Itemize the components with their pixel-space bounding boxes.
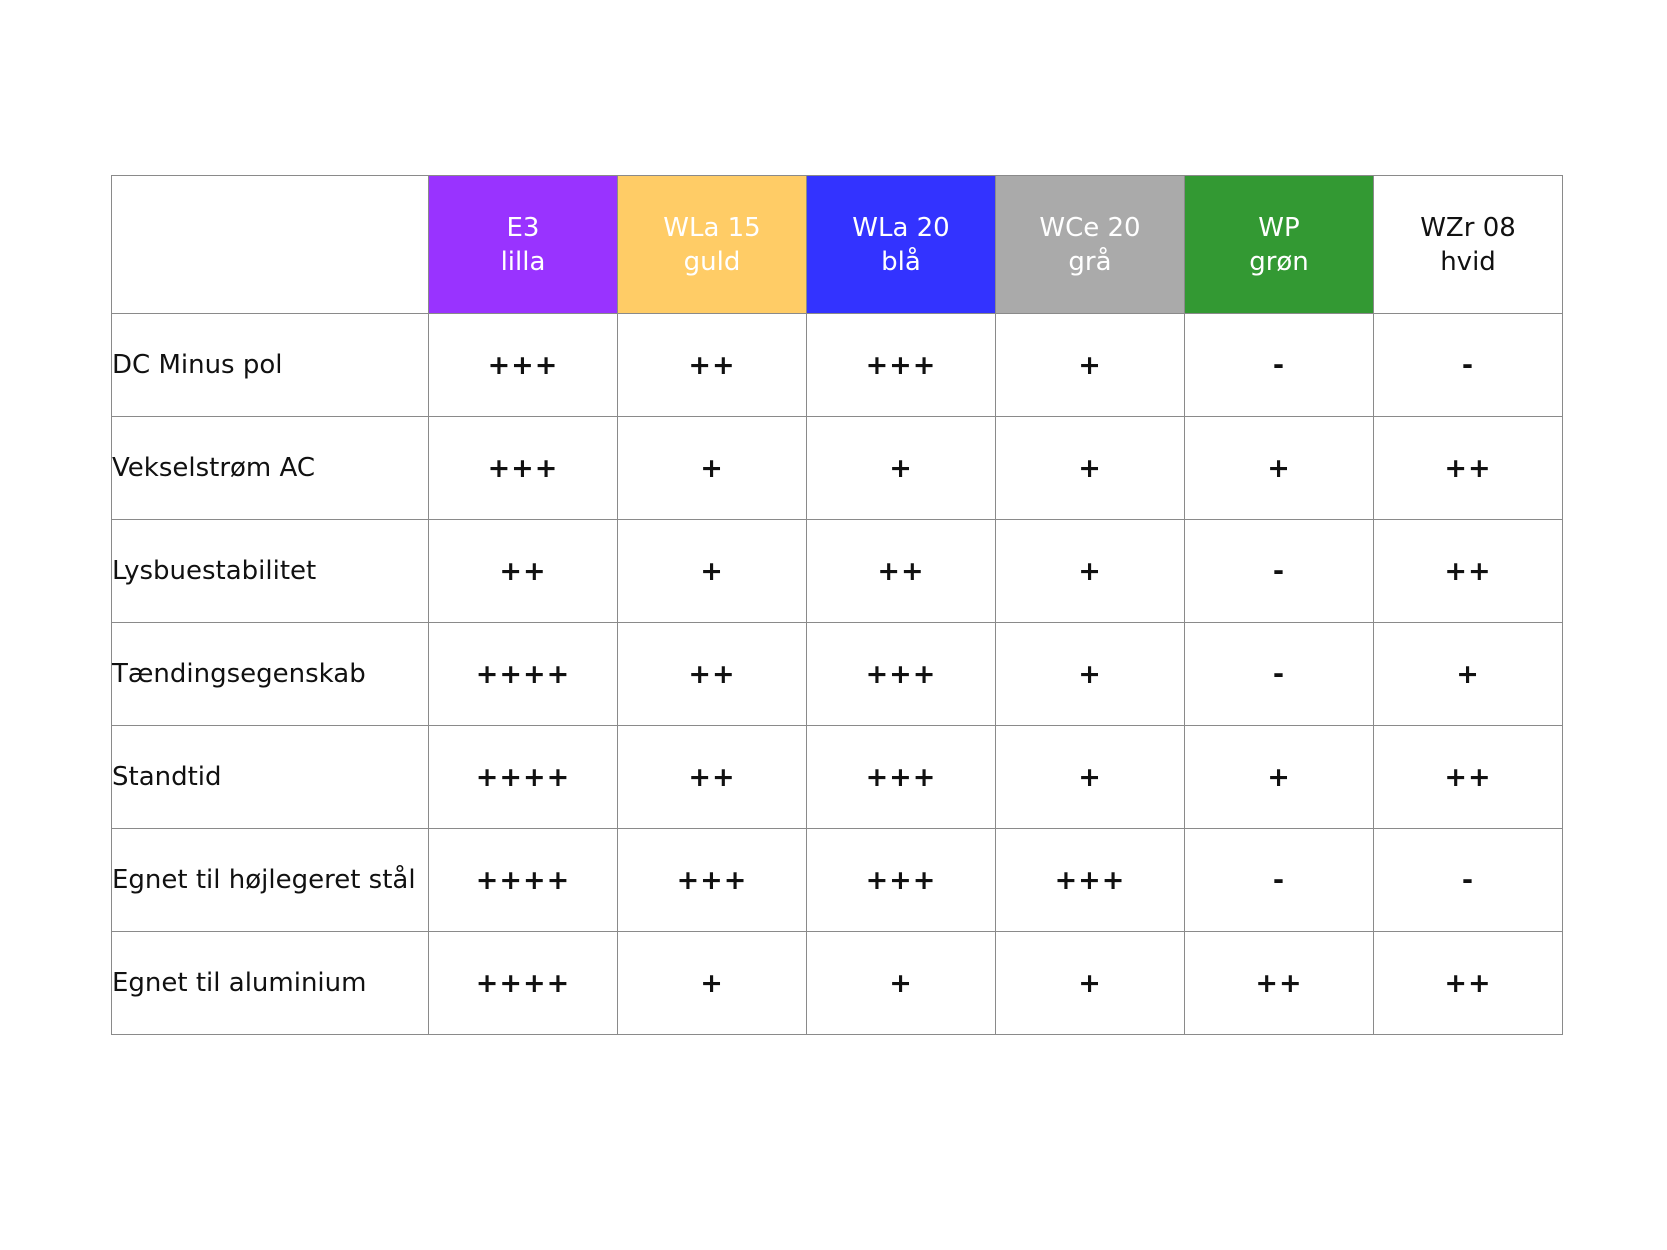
rating-cell: + bbox=[1184, 416, 1374, 520]
rating-cell: ++++ bbox=[428, 725, 618, 829]
rating-cell: + bbox=[995, 725, 1185, 829]
rating-cell: ++ bbox=[1184, 931, 1374, 1035]
rating-cell: + bbox=[995, 313, 1185, 417]
rating-cell: +++ bbox=[806, 622, 996, 726]
rating-cell: ++ bbox=[1373, 519, 1563, 623]
rating-cell: + bbox=[995, 622, 1185, 726]
table-row: Egnet til aluminium ++++ + + + ++ ++ bbox=[111, 931, 1563, 1035]
rating-cell: + bbox=[1373, 622, 1563, 726]
rating-cell: ++ bbox=[617, 313, 807, 417]
column-header-wce20: WCe 20 grå bbox=[995, 175, 1185, 314]
row-label-egnet-til-aluminium: Egnet til aluminium bbox=[111, 931, 429, 1035]
rating-cell: + bbox=[617, 519, 807, 623]
rating-cell: +++ bbox=[428, 416, 618, 520]
row-label-vekselstrom-ac: Vekselstrøm AC bbox=[111, 416, 429, 520]
rating-cell: + bbox=[617, 931, 807, 1035]
column-header-e3: E3 lilla bbox=[428, 175, 618, 314]
rating-cell: - bbox=[1373, 313, 1563, 417]
electrode-comparison-table: E3 lilla WLa 15 guld WLa 20 blå WCe 20 grå W… bbox=[111, 175, 1563, 1035]
row-label-lysbuestabilitet: Lysbuestabilitet bbox=[111, 519, 429, 623]
row-label-standtid: Standtid bbox=[111, 725, 429, 829]
table-row: Vekselstrøm AC +++ + + + + ++ bbox=[111, 416, 1563, 520]
corner-cell bbox=[111, 175, 429, 314]
row-label-taendingsegenskab: Tændingsegenskab bbox=[111, 622, 429, 726]
rating-cell: +++ bbox=[995, 828, 1185, 932]
column-header-wla15: WLa 15 guld bbox=[617, 175, 807, 314]
rating-cell: - bbox=[1184, 519, 1374, 623]
rating-cell: +++ bbox=[428, 313, 618, 417]
column-header-color: lilla bbox=[500, 246, 546, 277]
rating-cell: + bbox=[806, 931, 996, 1035]
rating-cell: ++ bbox=[617, 725, 807, 829]
rating-cell: + bbox=[995, 416, 1185, 520]
rating-cell: - bbox=[1373, 828, 1563, 932]
rating-cell: + bbox=[806, 416, 996, 520]
rating-cell: +++ bbox=[806, 313, 996, 417]
column-header-color: grøn bbox=[1249, 246, 1309, 277]
column-header-wzr08: WZr 08 hvid bbox=[1373, 175, 1563, 314]
rating-cell: ++ bbox=[428, 519, 618, 623]
row-label-dc-minus-pol: DC Minus pol bbox=[111, 313, 429, 417]
rating-cell: ++ bbox=[617, 622, 807, 726]
table-row: DC Minus pol +++ ++ +++ + - - bbox=[111, 313, 1563, 417]
rating-cell: - bbox=[1184, 828, 1374, 932]
rating-cell: + bbox=[1184, 725, 1374, 829]
rating-cell: + bbox=[617, 416, 807, 520]
table-row: Tændingsegenskab ++++ ++ +++ + - + bbox=[111, 622, 1563, 726]
column-header-wla20: WLa 20 blå bbox=[806, 175, 996, 314]
column-header-name: WP bbox=[1258, 212, 1300, 243]
rating-cell: ++ bbox=[1373, 725, 1563, 829]
rating-cell: ++ bbox=[1373, 416, 1563, 520]
rating-cell: ++++ bbox=[428, 828, 618, 932]
column-header-name: WCe 20 bbox=[1039, 212, 1141, 243]
column-header-name: WLa 20 bbox=[852, 212, 950, 243]
column-header-color: hvid bbox=[1440, 246, 1496, 277]
rating-cell: +++ bbox=[617, 828, 807, 932]
rating-cell: ++++ bbox=[428, 931, 618, 1035]
row-label-egnet-til-hojlegeret-stal: Egnet til højlegeret stål bbox=[111, 828, 429, 932]
rating-cell: + bbox=[995, 519, 1185, 623]
rating-cell: +++ bbox=[806, 725, 996, 829]
comparison-table-container: E3 lilla WLa 15 guld WLa 20 blå WCe 20 grå W… bbox=[111, 175, 1563, 1035]
table-row: Standtid ++++ ++ +++ + + ++ bbox=[111, 725, 1563, 829]
column-header-name: E3 bbox=[506, 212, 540, 243]
rating-cell: - bbox=[1184, 313, 1374, 417]
rating-cell: ++++ bbox=[428, 622, 618, 726]
table-row: Egnet til højlegeret stål ++++ +++ +++ +… bbox=[111, 828, 1563, 932]
column-header-color: guld bbox=[683, 246, 741, 277]
column-header-color: blå bbox=[881, 246, 921, 277]
column-header-name: WLa 15 bbox=[663, 212, 761, 243]
rating-cell: ++ bbox=[1373, 931, 1563, 1035]
rating-cell: - bbox=[1184, 622, 1374, 726]
table-row: Lysbuestabilitet ++ + ++ + - ++ bbox=[111, 519, 1563, 623]
column-header-name: WZr 08 bbox=[1420, 212, 1516, 243]
rating-cell: +++ bbox=[806, 828, 996, 932]
column-header-wp: WP grøn bbox=[1184, 175, 1374, 314]
table-header-row: E3 lilla WLa 15 guld WLa 20 blå WCe 20 grå W… bbox=[111, 175, 1563, 314]
column-header-color: grå bbox=[1068, 246, 1112, 277]
rating-cell: + bbox=[995, 931, 1185, 1035]
rating-cell: ++ bbox=[806, 519, 996, 623]
